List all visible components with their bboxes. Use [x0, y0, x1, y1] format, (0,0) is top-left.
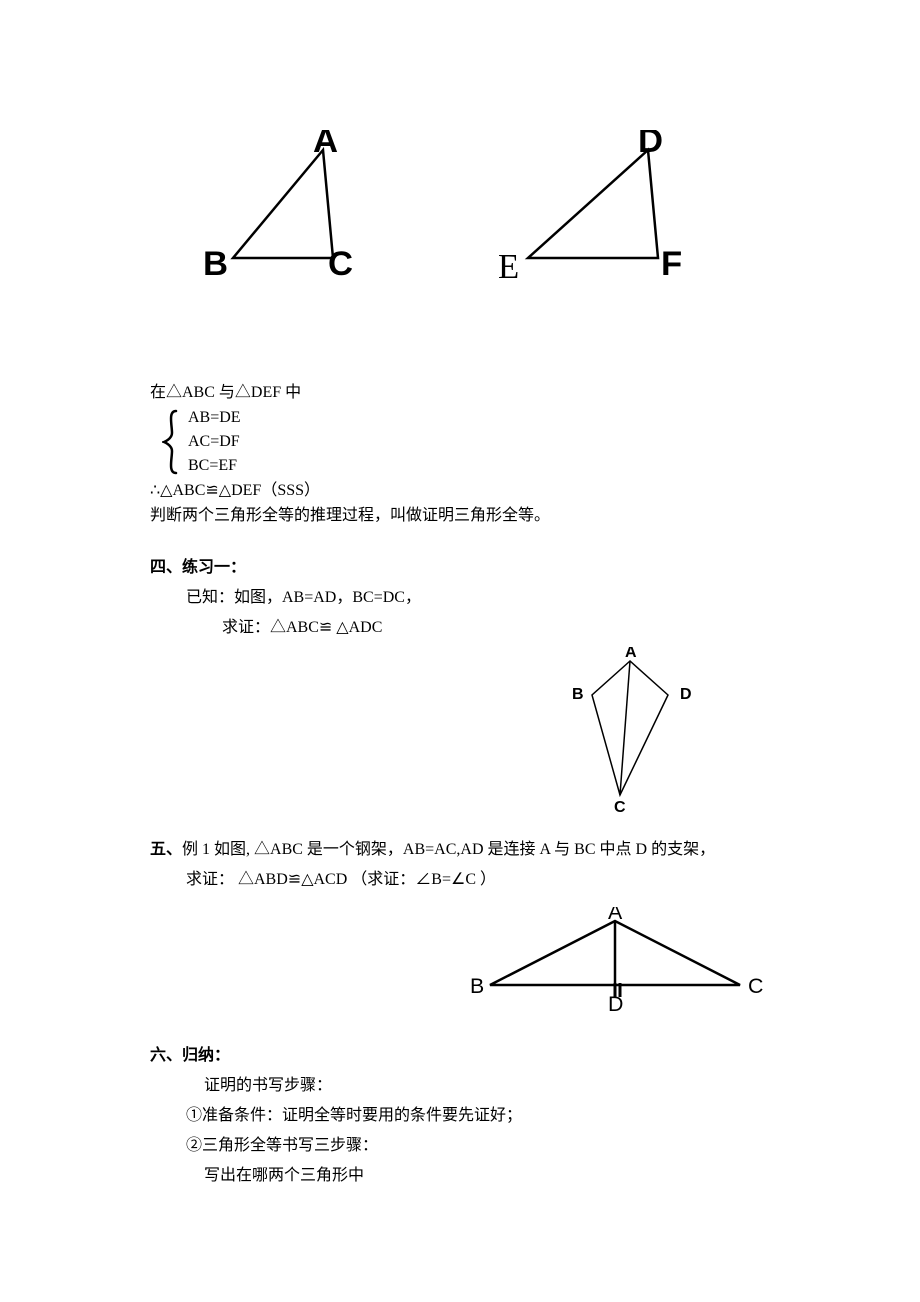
iso-c: C — [748, 974, 763, 998]
iso-d: D — [608, 992, 623, 1016]
section-5-prefix: 五、 — [150, 841, 182, 858]
section-6-line2: ①准备条件：证明全等时要用的条件要先证好； — [150, 1101, 770, 1125]
iso-figure: A B C D — [150, 907, 770, 1017]
label-d: D — [638, 130, 663, 160]
section-6-heading: 六、归纳： — [150, 1041, 770, 1065]
kite-a: A — [625, 647, 637, 661]
iso-a: A — [608, 907, 623, 924]
section-6-line4: 写出在哪两个三角形中 — [150, 1161, 770, 1185]
section-5-line2: 求证： △ABD≌△ACD （求证：∠B=∠C ） — [150, 865, 770, 889]
section-6-line3: ②三角形全等书写三步骤： — [150, 1131, 770, 1155]
proof-line-1: 在△ABC 与△DEF 中 — [150, 380, 770, 406]
kite-c: C — [614, 799, 626, 816]
section-4-heading: 四、练习一： — [150, 553, 770, 577]
proof-note: 判断两个三角形全等的推理过程，叫做证明三角形全等。 — [150, 503, 770, 529]
left-brace — [150, 406, 180, 478]
eq-2: AC=DF — [188, 430, 241, 454]
section-6-line1: 证明的书写步骤： — [150, 1071, 770, 1095]
triangle-def: D E F — [498, 130, 718, 290]
eq-3: BC=EF — [188, 454, 241, 478]
iso-b: B — [470, 974, 484, 998]
section-5-row1: 五、例 1 如图, △ABC 是一个钢架，AB=AC,AD 是连接 A 与 BC… — [150, 835, 770, 859]
kite-figure: A B D C — [150, 647, 770, 817]
label-b: B — [203, 245, 228, 283]
triangle-abc: A B C — [203, 130, 393, 290]
label-f: F — [661, 245, 682, 283]
section-4-prove: 求证：△ABC≌ △ADC — [150, 613, 770, 637]
label-a: A — [313, 130, 338, 160]
kite-b: B — [572, 686, 584, 703]
section-5-line1: 例 1 如图, △ABC 是一个钢架，AB=AC,AD 是连接 A 与 BC 中… — [182, 841, 715, 858]
triangle-pair: A B C D E F — [150, 130, 770, 290]
proof-conclusion: ∴△ABC≌△DEF（SSS） — [150, 478, 770, 504]
section-4-given: 已知：如图，AB=AD，BC=DC， — [150, 583, 770, 607]
label-e: E — [498, 248, 519, 286]
eq-1: AB=DE — [188, 406, 241, 430]
kite-d: D — [680, 686, 692, 703]
proof-block: 在△ABC 与△DEF 中 AB=DE AC=DF BC=EF ∴△ABC≌△D… — [150, 380, 770, 529]
brace-group: AB=DE AC=DF BC=EF — [150, 406, 770, 478]
label-c: C — [328, 245, 353, 283]
